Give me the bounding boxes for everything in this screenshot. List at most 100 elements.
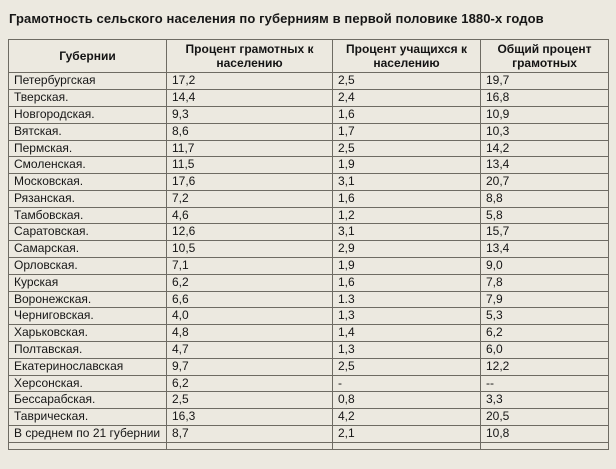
- table-row: Вятская. 8,6 1,7 10,3: [8, 122, 609, 141]
- governorate-name-cell: Таврическая.: [8, 408, 167, 427]
- table-row: Московская. 17,6 3,1 20,7: [8, 173, 609, 191]
- value-cell: --: [480, 374, 609, 393]
- value-cell: 4,6: [166, 206, 333, 225]
- governorate-name-cell: Черниговская.: [8, 307, 167, 326]
- value-cell: 1,9: [332, 156, 481, 175]
- governorate-name-cell: Новгородская.: [8, 105, 167, 124]
- value-cell: 8,6: [166, 122, 333, 141]
- table-row: Тверская. 14,4 2,4 16,8: [8, 89, 609, 107]
- value-cell: 5,8: [480, 206, 609, 225]
- value-cell: 10,9: [480, 105, 609, 124]
- value-cell: 11,7: [166, 139, 333, 158]
- value-cell: 10,5: [166, 240, 333, 259]
- value-cell: 1,3: [332, 341, 481, 359]
- table-row: Черниговская. 4,0 1,3 5,3: [8, 307, 609, 326]
- value-cell: 10,3: [480, 122, 609, 141]
- table-row: Екатеринославская 9,7 2,5 12,2: [8, 357, 609, 376]
- governorate-name-cell: Воронежская.: [8, 290, 167, 309]
- value-cell: 4,0: [166, 307, 333, 326]
- literacy-table: Губернии Процент грамотных к населению П…: [8, 38, 609, 450]
- table-row: Рязанская. 7,2 1,6 8,8: [8, 189, 609, 208]
- value-cell: 11,5: [166, 156, 333, 175]
- value-cell: 3,1: [332, 223, 481, 242]
- value-cell: 8,8: [480, 189, 609, 208]
- table-row: Тамбовская. 4,6 1,2 5,8: [8, 206, 609, 225]
- value-cell: 1,7: [332, 122, 481, 141]
- empty-cell: [8, 441, 167, 450]
- empty-cell: [166, 441, 333, 450]
- governorate-name-cell: Рязанская.: [8, 189, 167, 208]
- header-literate-percent: Процент грамотных к населению: [166, 38, 333, 74]
- value-cell: 6,2: [480, 324, 609, 343]
- value-cell: 6,2: [166, 273, 333, 292]
- value-cell: 4,2: [332, 408, 481, 427]
- governorate-name-cell: Саратовская.: [8, 223, 167, 242]
- value-cell: 2,5: [332, 72, 481, 91]
- value-cell: 1,6: [332, 105, 481, 124]
- governorate-name-cell: Вятская.: [8, 122, 167, 141]
- governorate-name-cell: Екатеринославская: [8, 357, 167, 376]
- governorate-name-cell: Харьковская.: [8, 324, 167, 343]
- table-row: Бессарабская. 2,5 0,8 3,3: [8, 391, 609, 410]
- value-cell: 12,2: [480, 357, 609, 376]
- value-cell: 14,4: [166, 89, 333, 107]
- value-cell: 1.3: [332, 290, 481, 309]
- governorate-name-cell: Пермская.: [8, 139, 167, 158]
- table-row: Воронежская. 6,6 1.3 7,9: [8, 290, 609, 309]
- governorate-name-cell: Бессарабская.: [8, 391, 167, 410]
- page-title: Грамотность сельского населения по губер…: [9, 11, 544, 26]
- value-cell: 6,0: [480, 341, 609, 359]
- value-cell: 1,2: [332, 206, 481, 225]
- value-cell: 13,4: [480, 240, 609, 259]
- header-total-literate-percent: Общий процент грамотных: [480, 38, 609, 74]
- value-cell: 0,8: [332, 391, 481, 410]
- table-body: Петербургская 17,2 2,5 19,7 Тверская. 14,4 2,4…: [8, 72, 609, 450]
- value-cell: 9,3: [166, 105, 333, 124]
- empty-row: [8, 441, 609, 450]
- value-cell: 9,7: [166, 357, 333, 376]
- table-row: Петербургская 17,2 2,5 19,7: [8, 72, 609, 91]
- value-cell: 13,4: [480, 156, 609, 175]
- governorate-name-cell: Тамбовская.: [8, 206, 167, 225]
- value-cell: 17,6: [166, 173, 333, 191]
- governorate-name-cell: Петербургская: [8, 72, 167, 91]
- value-cell: 20,5: [480, 408, 609, 427]
- value-cell: 2,1: [332, 425, 481, 443]
- table-row: Смоленская. 11,5 1,9 13,4: [8, 156, 609, 175]
- table-row: Полтавская. 4,7 1,3 6,0: [8, 341, 609, 359]
- table-row: Саратовская. 12,6 3,1 15,7: [8, 223, 609, 242]
- value-cell: 2,9: [332, 240, 481, 259]
- header-governorates: Губернии: [8, 38, 167, 74]
- governorate-name-cell: Самарская.: [8, 240, 167, 259]
- table-row: Новгородская. 9,3 1,6 10,9: [8, 105, 609, 124]
- header-row: Губернии Процент грамотных к населению П…: [8, 38, 609, 74]
- governorate-name-cell: Курская: [8, 273, 167, 292]
- value-cell: 16,8: [480, 89, 609, 107]
- governorate-name-cell: Херсонская.: [8, 374, 167, 393]
- value-cell: 7,8: [480, 273, 609, 292]
- table-row: Херсонская. 6,2- --: [8, 374, 609, 393]
- value-cell: 1,9: [332, 257, 481, 275]
- value-cell: 19,7: [480, 72, 609, 91]
- value-cell: 3,1: [332, 173, 481, 191]
- table-row: Самарская. 10,5 2,9 13,4: [8, 240, 609, 259]
- value-cell: 6,6: [166, 290, 333, 309]
- table-row: Харьковская. 4,8 1,4 6,2: [8, 324, 609, 343]
- value-cell: 3,3: [480, 391, 609, 410]
- value-cell: 6,2: [166, 374, 333, 393]
- value-cell: 4,8: [166, 324, 333, 343]
- value-cell: 12,6: [166, 223, 333, 242]
- value-cell: 2,5: [332, 139, 481, 158]
- value-cell: 4,7: [166, 341, 333, 359]
- value-cell: 2,5: [332, 357, 481, 376]
- governorate-name-cell: Московская.: [8, 173, 167, 191]
- value-cell: 16,3: [166, 408, 333, 427]
- value-cell: 7,2: [166, 189, 333, 208]
- value-cell: 14,2: [480, 139, 609, 158]
- value-cell: 1,6: [332, 189, 481, 208]
- value-cell: 1,4: [332, 324, 481, 343]
- governorate-name-cell: Тверская.: [8, 89, 167, 107]
- table-row: Орловская. 7,1 1,9 9,0: [8, 257, 609, 275]
- table-row: Пермская. 11,7 2,5 14,2: [8, 139, 609, 158]
- value-cell: 1,3: [332, 307, 481, 326]
